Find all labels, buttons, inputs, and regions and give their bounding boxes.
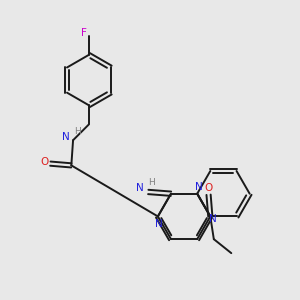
Text: N: N bbox=[155, 219, 163, 229]
Text: H: H bbox=[74, 127, 81, 136]
Text: H: H bbox=[148, 178, 155, 187]
Text: O: O bbox=[40, 157, 49, 167]
Text: N: N bbox=[195, 182, 203, 192]
Text: N: N bbox=[136, 183, 144, 193]
Text: O: O bbox=[205, 183, 213, 194]
Text: F: F bbox=[81, 28, 87, 38]
Text: N: N bbox=[61, 132, 69, 142]
Text: N: N bbox=[208, 214, 216, 224]
